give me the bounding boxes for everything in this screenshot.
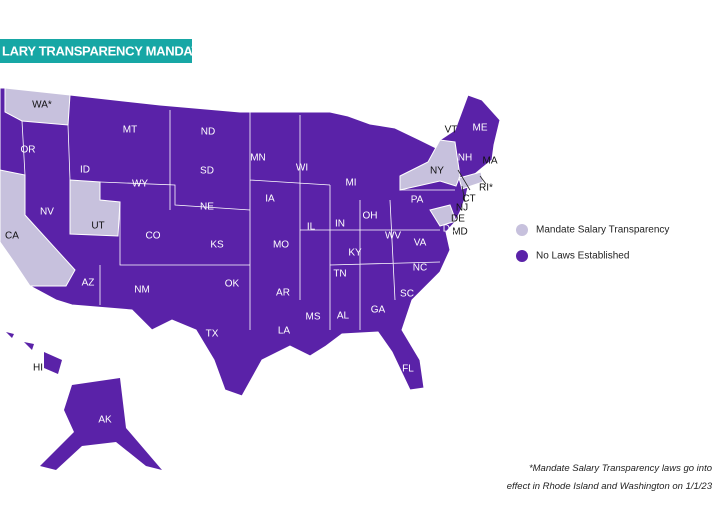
state-borders	[21, 110, 455, 330]
state-label: KY	[348, 248, 362, 259]
us-map	[0, 87, 501, 470]
state-label: NH	[458, 153, 472, 164]
state-label: WI	[296, 163, 308, 174]
state-label: ID	[80, 165, 90, 176]
state-label: UT	[91, 221, 104, 232]
state-label: NY	[430, 166, 444, 177]
state-label: MA	[483, 156, 498, 167]
state-label: ME	[473, 123, 488, 134]
state-label: PA	[411, 195, 424, 206]
state-label: SD	[200, 166, 214, 177]
state-label: MT	[123, 125, 137, 136]
state-label: GA	[371, 305, 386, 316]
state-label: LA	[278, 326, 291, 337]
state-label: ND	[201, 127, 215, 138]
state-label: OR	[21, 145, 36, 156]
state-label: NJ	[456, 203, 468, 214]
state-label: NE	[200, 202, 214, 213]
mandate-md	[429, 204, 457, 227]
state-label: MD	[452, 227, 468, 238]
state-label: WV	[385, 231, 401, 242]
state-label: MS	[306, 312, 321, 323]
state-label: FL	[402, 364, 414, 375]
state-label: TN	[333, 269, 346, 280]
footnote-line: effect in Rhode Island and Washington on…	[507, 481, 713, 492]
state-label: VT	[445, 125, 458, 136]
mandate-ca	[0, 169, 76, 287]
hawaii	[6, 332, 62, 374]
state-label: CT	[462, 194, 475, 205]
mandate-ct-ri	[458, 171, 484, 190]
state-label: SC	[400, 289, 414, 300]
state-labels: WA* CA UT NY CT RI* MD OR ID MT ND SD WY NE NV CO KS AZ NM…	[5, 100, 498, 426]
legend-swatch	[516, 250, 528, 262]
state-label: WA*	[32, 100, 52, 111]
legend-label: No Laws Established	[536, 251, 629, 262]
state-label: KS	[210, 240, 224, 251]
state-label: NC	[413, 263, 427, 274]
state-label: CA	[5, 231, 19, 242]
state-label: IA	[265, 194, 275, 205]
state-label: WY	[132, 179, 148, 190]
state-label: AK	[98, 415, 112, 426]
state-label: TX	[206, 329, 219, 340]
mandate-wa	[4, 87, 71, 126]
state-label: VA	[414, 238, 427, 249]
state-label: AZ	[82, 278, 95, 289]
title: LARY TRANSPARENCY MANDATE MAP	[2, 43, 239, 58]
footnote-line: *Mandate Salary Transparency laws go int…	[529, 463, 712, 474]
state-label: OH	[363, 211, 378, 222]
alaska	[40, 378, 162, 470]
state-label: DE	[451, 214, 465, 225]
state-label: AL	[337, 311, 350, 322]
state-label: IL	[307, 222, 316, 233]
state-label: AR	[276, 288, 290, 299]
state-label: NV	[40, 207, 54, 218]
legend: Mandate Salary Transparency No Laws Estab…	[516, 224, 669, 262]
state-label: RI*	[479, 183, 493, 194]
state-label: NM	[134, 285, 150, 296]
state-label: MO	[273, 240, 289, 251]
state-label: IN	[335, 219, 345, 230]
state-label: HI	[33, 363, 43, 374]
legend-swatch	[516, 224, 528, 236]
state-label: MN	[250, 153, 266, 164]
state-label: OK	[225, 279, 240, 290]
mandate-ny	[399, 139, 461, 191]
title-banner	[0, 39, 192, 63]
leader-lines	[457, 169, 487, 203]
legend-label: Mandate Salary Transparency	[536, 225, 669, 236]
state-label: MI	[345, 178, 356, 189]
state-label: CO	[146, 231, 161, 242]
state-label: DC	[443, 224, 457, 235]
